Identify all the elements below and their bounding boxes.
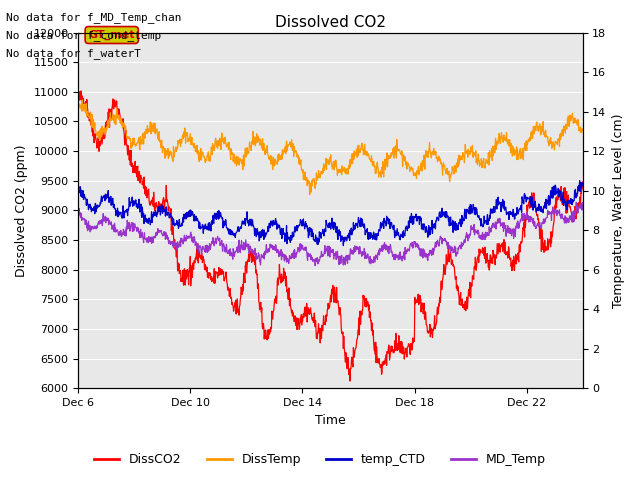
Line: DissCO2: DissCO2 [79,91,582,381]
DissCO2 [294,316,301,322]
DissCO2 [351,350,358,356]
DissTemp [340,165,348,170]
DissTemp [75,103,83,109]
DissTemp [78,97,86,103]
Text: No data for f_MD_Temp_chan: No data for f_MD_Temp_chan [6,12,182,23]
MD_Temp [340,254,348,260]
DissCO2 [579,179,586,185]
Line: MD_Temp: MD_Temp [79,202,582,265]
DissCO2 [245,252,253,257]
temp_CTD [579,183,586,189]
temp_CTD [340,238,348,243]
Line: temp_CTD: temp_CTD [79,181,582,246]
temp_CTD [75,190,83,196]
DissCO2 [77,88,84,94]
DissTemp [142,129,150,135]
DissTemp [351,153,358,159]
DissTemp [306,192,314,198]
MD_Temp [159,232,167,238]
DissTemp [579,127,586,133]
MD_Temp [572,199,580,205]
temp_CTD [159,207,167,213]
MD_Temp [141,236,149,242]
Title: Dissolved CO2: Dissolved CO2 [275,15,386,30]
MD_Temp [244,246,252,252]
X-axis label: Time: Time [315,414,346,427]
temp_CTD [293,228,301,234]
temp_CTD [576,178,584,184]
MD_Temp [293,250,301,255]
DissCO2 [340,333,348,339]
temp_CTD [244,218,252,224]
Legend: DissCO2, DissTemp, temp_CTD, MD_Temp: DissCO2, DissTemp, temp_CTD, MD_Temp [89,448,551,471]
DissTemp [294,155,301,160]
DissCO2 [75,95,83,101]
MD_Temp [579,200,586,205]
MD_Temp [351,250,358,255]
temp_CTD [141,212,149,218]
Text: No data for f_waterT: No data for f_waterT [6,48,141,60]
MD_Temp [75,213,83,218]
temp_CTD [351,225,358,231]
temp_CTD [339,243,347,249]
Text: No data for f_cond_temp: No data for f_cond_temp [6,30,162,41]
DissCO2 [142,192,150,198]
Line: DissTemp: DissTemp [79,100,582,195]
DissTemp [245,150,253,156]
Y-axis label: Dissolved CO2 (ppm): Dissolved CO2 (ppm) [15,144,28,276]
Y-axis label: Temperature, Water Level (cm): Temperature, Water Level (cm) [612,113,625,308]
DissCO2 [346,378,354,384]
MD_Temp [311,263,319,268]
Text: GT_met: GT_met [88,30,135,40]
DissCO2 [160,195,168,201]
DissTemp [160,146,168,152]
